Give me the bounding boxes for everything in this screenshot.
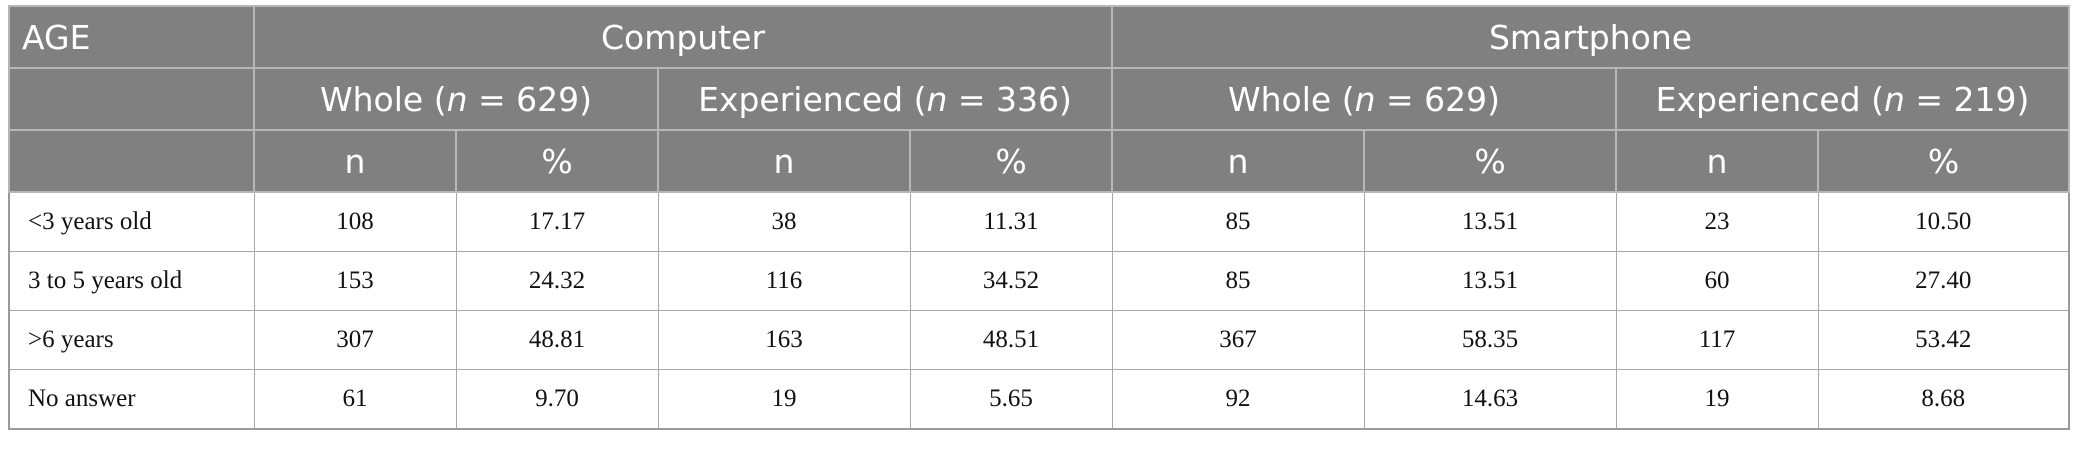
table-cell: 48.51: [909, 310, 1113, 370]
table-cell: 13.51: [1363, 251, 1617, 311]
group-header-smartphone: Smartphone: [1110, 5, 2071, 69]
subgroup-suffix: = 336): [947, 79, 1072, 119]
row-label: No answer: [8, 369, 255, 430]
table-cell: 116: [657, 251, 911, 311]
row-label: >6 years: [8, 310, 255, 370]
table-cell: 10.50: [1817, 191, 2070, 252]
subgroup-header-computer-whole: Whole (n = 629): [253, 67, 659, 131]
row-label: <3 years old: [8, 191, 255, 252]
table-cell: 38: [657, 191, 911, 252]
empty-header-cell: [8, 129, 255, 193]
table-cell: 19: [1615, 369, 1819, 430]
table-cell: 13.51: [1363, 191, 1617, 252]
table-cell: 19: [657, 369, 911, 430]
table-row: >6 years 307 48.81 163 48.51 367 58.35 1…: [8, 310, 2070, 370]
table-cell: 58.35: [1363, 310, 1617, 370]
n-symbol: n: [446, 79, 468, 119]
table-cell: 367: [1111, 310, 1365, 370]
subgroup-header-smartphone-whole: Whole (n = 629): [1111, 67, 1617, 131]
subgroup-suffix: = 629): [1375, 79, 1500, 119]
col-header-n: n: [657, 129, 911, 193]
col-header-percent: %: [909, 129, 1113, 193]
empty-header-cell: [8, 67, 255, 131]
table-cell: 85: [1111, 191, 1365, 252]
table-cell: 5.65: [909, 369, 1113, 430]
table-cell: 17.17: [455, 191, 659, 252]
table-cell: 92: [1111, 369, 1365, 430]
table-cell: 24.32: [455, 251, 659, 311]
col-header-percent: %: [455, 129, 659, 193]
row-label: 3 to 5 years old: [8, 251, 255, 311]
subgroup-prefix: Experienced (: [698, 79, 927, 119]
table-cell: 307: [253, 310, 457, 370]
table-cell: 60: [1615, 251, 1819, 311]
col-header-n: n: [253, 129, 457, 193]
subgroup-suffix: = 219): [1904, 79, 2030, 119]
table-cell: 48.81: [455, 310, 659, 370]
table-cell: 11.31: [909, 191, 1113, 252]
subgroup-prefix: Experienced (: [1655, 79, 1884, 119]
subgroup-header-computer-experienced: Experienced (n = 336): [657, 67, 1113, 131]
table-cell: 85: [1111, 251, 1365, 311]
table-cell: 108: [253, 191, 457, 252]
header-row-subgroups: Whole (n = 629) Experienced (n = 336) Wh…: [8, 67, 2071, 131]
table-cell: 14.63: [1363, 369, 1617, 430]
col-header-n: n: [1111, 129, 1365, 193]
subgroup-prefix: Whole (: [320, 79, 447, 119]
header-row-columns: n % n % n % n %: [8, 129, 2071, 193]
table-cell: 27.40: [1817, 251, 2070, 311]
table-row: <3 years old 108 17.17 38 11.31 85 13.51…: [8, 191, 2070, 252]
table-cell: 9.70: [455, 369, 659, 430]
header-row-groups: AGE Computer Smartphone: [8, 5, 2071, 69]
table-cell: 23: [1615, 191, 1819, 252]
n-symbol: n: [1354, 79, 1376, 119]
age-header: AGE: [8, 5, 255, 69]
table-row: No answer 61 9.70 19 5.65 92 14.63 19 8.…: [8, 369, 2070, 430]
age-usage-table: AGE Computer Smartphone Whole (n = 629) …: [8, 5, 2071, 430]
table-cell: 53.42: [1817, 310, 2070, 370]
table-cell: 117: [1615, 310, 1819, 370]
col-header-n: n: [1615, 129, 1819, 193]
table-cell: 61: [253, 369, 457, 430]
data-table-container: AGE Computer Smartphone Whole (n = 629) …: [8, 5, 2071, 430]
n-symbol: n: [1883, 79, 1905, 119]
col-header-percent: %: [1363, 129, 1617, 193]
subgroup-prefix: Whole (: [1228, 79, 1355, 119]
subgroup-suffix: = 629): [467, 79, 592, 119]
table-cell: 163: [657, 310, 911, 370]
table-cell: 8.68: [1817, 369, 2070, 430]
table-row: 3 to 5 years old 153 24.32 116 34.52 85 …: [8, 251, 2070, 311]
n-symbol: n: [926, 79, 948, 119]
col-header-percent: %: [1816, 129, 2071, 193]
table-cell: 34.52: [909, 251, 1113, 311]
subgroup-header-smartphone-experienced: Experienced (n = 219): [1614, 67, 2071, 131]
table-cell: 153: [253, 251, 457, 311]
group-header-computer: Computer: [253, 5, 1113, 69]
